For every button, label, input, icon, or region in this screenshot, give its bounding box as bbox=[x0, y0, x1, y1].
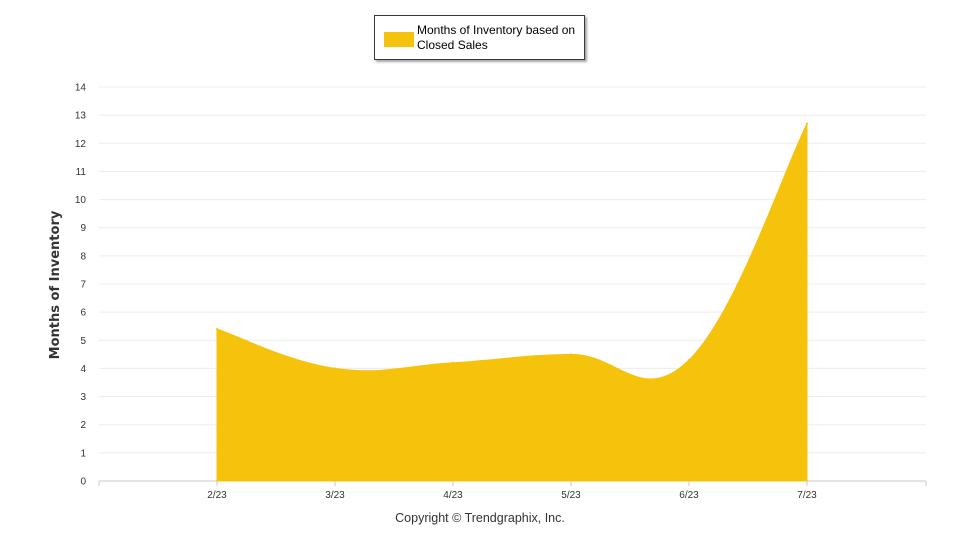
y-tick-label: 2 bbox=[80, 420, 86, 431]
y-tick-label: 14 bbox=[75, 83, 87, 94]
data-point bbox=[570, 353, 572, 356]
y-tick-label: 5 bbox=[80, 336, 86, 347]
y-tick-label: 4 bbox=[80, 364, 86, 375]
x-tick-label: 3/23 bbox=[325, 490, 345, 501]
y-tick-label: 3 bbox=[80, 392, 86, 403]
y-tick-label: 7 bbox=[80, 280, 86, 291]
y-tick-label: 1 bbox=[80, 448, 86, 459]
y-axis-title: Months of Inventory bbox=[48, 210, 63, 359]
y-tick-label: 13 bbox=[75, 111, 87, 122]
data-point bbox=[688, 358, 690, 361]
x-tick-label: 6/23 bbox=[679, 490, 699, 501]
copyright-text: Copyright © Trendgraphix, Inc. bbox=[395, 511, 565, 525]
x-tick-label: 4/23 bbox=[443, 490, 463, 501]
legend-swatch bbox=[384, 32, 414, 47]
data-point bbox=[334, 367, 336, 370]
legend-label: Months of Inventory based on Closed Sale… bbox=[417, 23, 576, 52]
y-tick-label: 9 bbox=[80, 223, 86, 234]
y-tick-label: 8 bbox=[80, 251, 86, 262]
series-area bbox=[216, 123, 808, 482]
x-tick-label: 5/23 bbox=[561, 490, 581, 501]
y-tick-label: 12 bbox=[75, 139, 87, 150]
data-point bbox=[806, 122, 808, 125]
plot-area bbox=[216, 122, 808, 482]
y-tick-label: 10 bbox=[75, 195, 87, 206]
x-tick-label: 2/23 bbox=[207, 490, 227, 501]
legend: Months of Inventory based on Closed Sale… bbox=[374, 15, 585, 60]
y-tick-label: 6 bbox=[80, 308, 86, 319]
y-tick-label: 0 bbox=[80, 477, 86, 488]
x-tick-label: 7/23 bbox=[797, 490, 817, 501]
data-point bbox=[452, 361, 454, 364]
x-axis: 2/23 3/23 4/23 5/23 6/23 7/23 bbox=[98, 481, 927, 501]
y-tick-label: 11 bbox=[76, 167, 87, 178]
data-point bbox=[216, 328, 218, 331]
